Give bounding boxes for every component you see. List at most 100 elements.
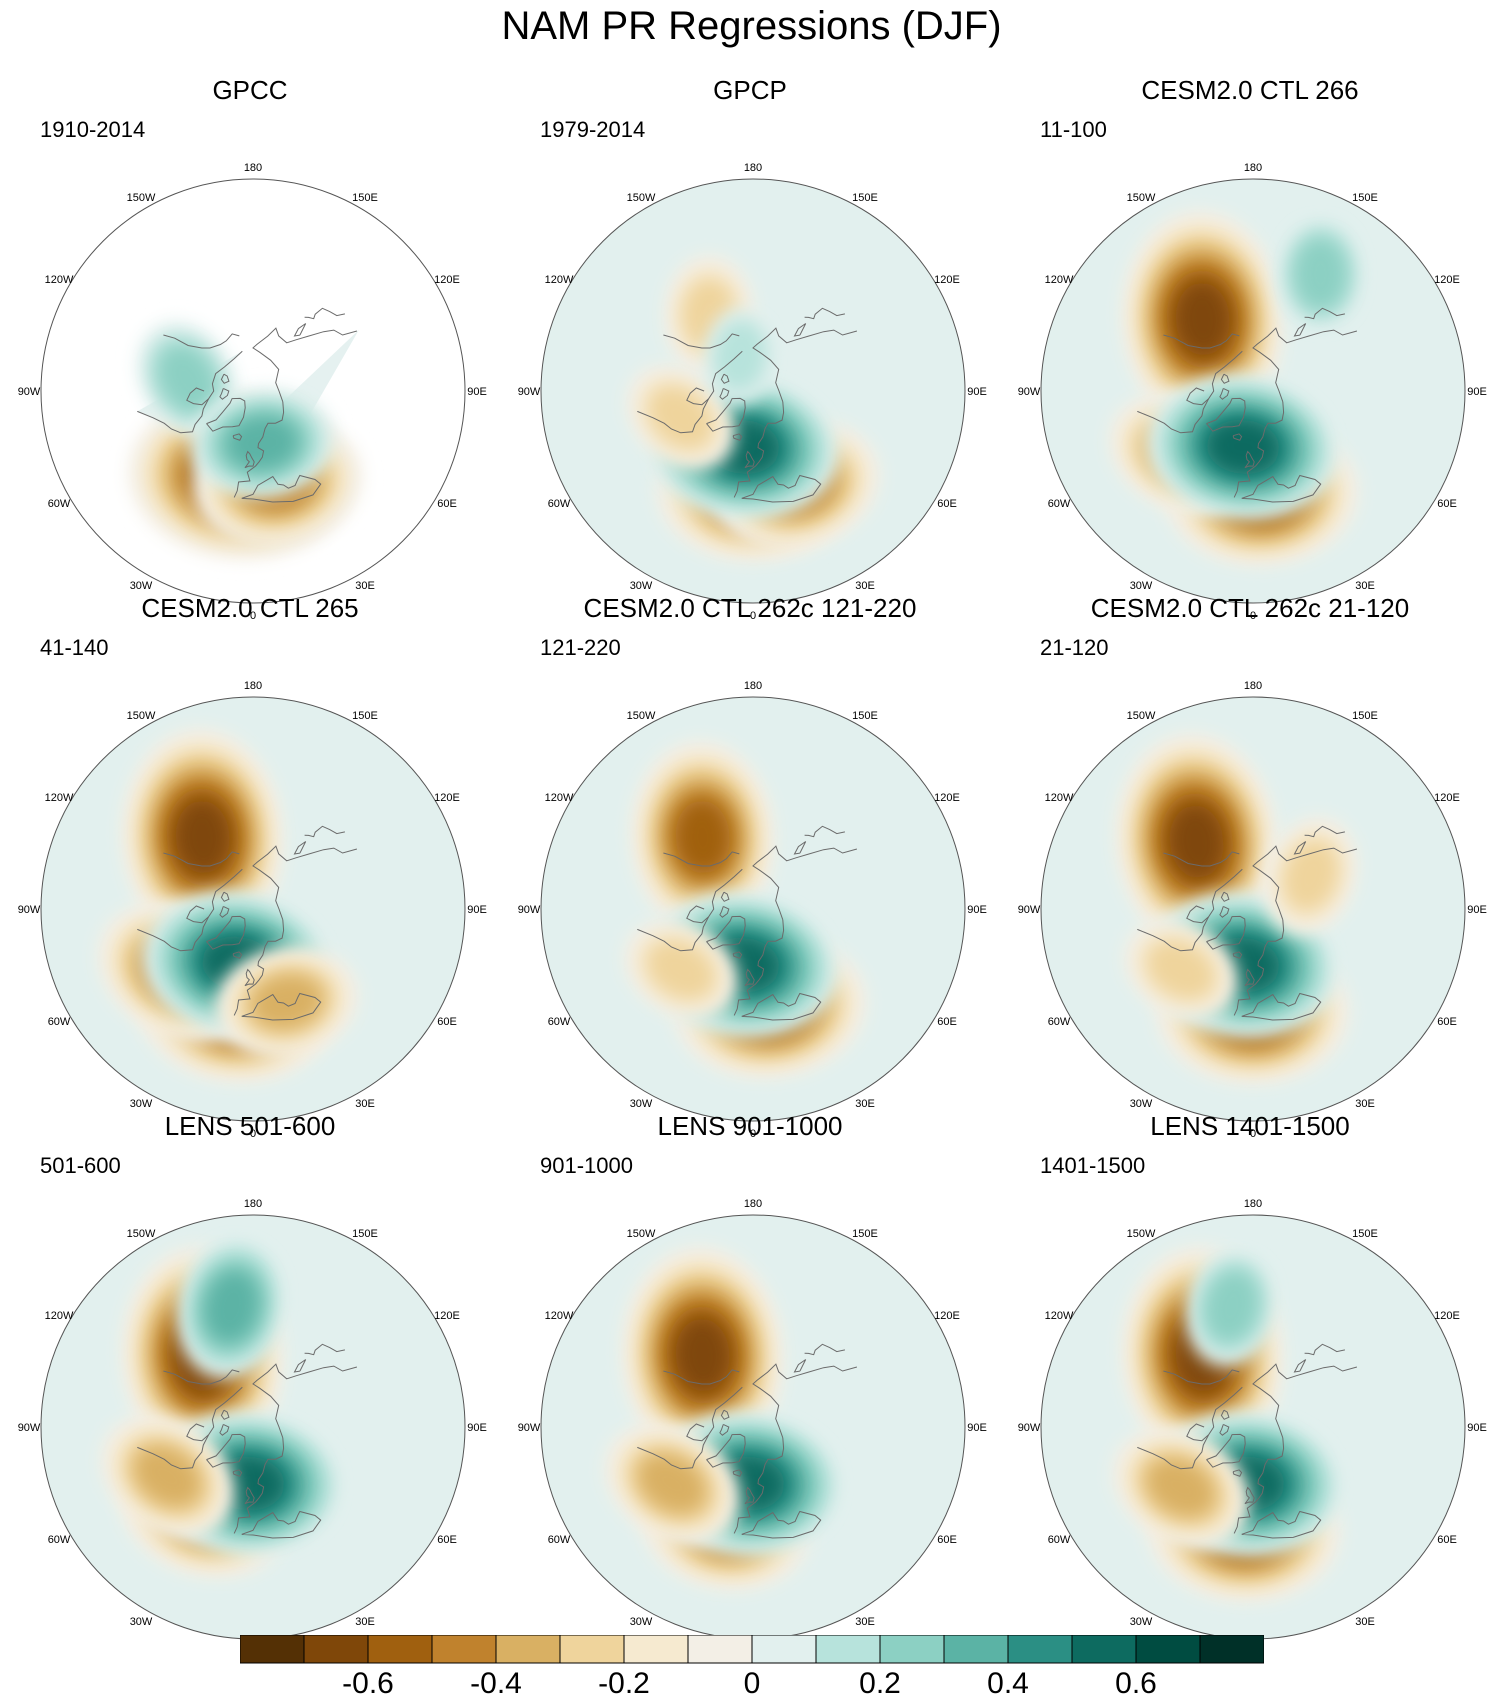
coastline	[720, 891, 730, 902]
colorbar-tick-label: -0.2	[598, 1667, 650, 1700]
anomaly-contour	[1175, 282, 1230, 356]
coastline	[733, 1437, 785, 1534]
longitude-label: 60W	[1048, 1534, 1071, 1546]
coastline	[732, 1469, 743, 1477]
longitude-label: 120W	[1045, 274, 1074, 286]
longitude-label: 90E	[1467, 1422, 1487, 1434]
coastline	[244, 1486, 255, 1505]
anomaly-contour	[1146, 940, 1216, 1000]
longitude-label: 60E	[437, 1534, 457, 1546]
longitude-label: 60W	[48, 1016, 71, 1028]
coastline	[1232, 433, 1243, 441]
longitude-label: 150E	[1352, 710, 1378, 722]
colorbar-box	[431, 1634, 497, 1664]
longitude-label: 150E	[352, 1228, 378, 1240]
map-border	[540, 696, 966, 1122]
coastline	[741, 992, 822, 1021]
longitude-label: 0	[1250, 610, 1256, 622]
panel-period: 1401-1500	[1040, 1153, 1146, 1178]
coastline	[1244, 968, 1255, 987]
coastline	[744, 1486, 755, 1505]
coastline	[241, 474, 322, 503]
colorbar-box	[879, 1634, 945, 1664]
coastline	[1163, 1369, 1240, 1385]
longitude-label: 30E	[355, 1616, 375, 1628]
coastline	[1244, 450, 1255, 469]
coastline	[804, 825, 846, 838]
coastline	[1220, 891, 1230, 902]
panel-title: CESM2.0 CTL 265	[141, 593, 359, 623]
anomaly-contour	[157, 345, 217, 414]
map-border	[540, 178, 966, 604]
coastline	[1241, 992, 1322, 1021]
longitude-label: 60W	[48, 498, 71, 510]
longitude-label: 60E	[1437, 1534, 1457, 1546]
longitude-label: 0	[250, 610, 256, 622]
longitude-label: 90W	[518, 1422, 541, 1434]
anomaly-contour	[1146, 1458, 1216, 1518]
map-panel: CESM2.0 CTL 265 41-140 180 150E 120E 90E 60E 30…	[0, 593, 500, 1140]
longitude-label: 30W	[130, 1098, 153, 1110]
anomaly-contour	[675, 1318, 730, 1392]
longitude-label: 180	[244, 680, 262, 692]
coastline	[1293, 323, 1307, 337]
coastline	[744, 450, 755, 469]
longitude-label: 60W	[48, 1534, 71, 1546]
longitude-label: 90W	[18, 386, 41, 398]
coastline	[1163, 851, 1240, 867]
anomaly-contour	[225, 415, 299, 471]
anomaly-contour	[675, 800, 730, 874]
coastline	[663, 851, 740, 867]
coastline	[244, 968, 255, 987]
coastline	[232, 433, 243, 441]
colorbar-box	[1135, 1634, 1201, 1664]
coastline	[252, 1363, 358, 1438]
longitude-label: 60E	[1437, 498, 1457, 510]
longitude-label: 30W	[630, 1098, 653, 1110]
coastline	[304, 307, 346, 320]
longitude-label: 90W	[18, 904, 41, 916]
longitude-label: 90E	[1467, 904, 1487, 916]
coastline	[1244, 1486, 1255, 1505]
coastline	[663, 333, 740, 349]
longitude-label: 150E	[852, 1228, 878, 1240]
longitude-label: 120E	[934, 274, 960, 286]
longitude-label: 90W	[18, 1422, 41, 1434]
map-panel: CESM2.0 CTL 266 11-100 180 150E 120E 90E 60E 30…	[1000, 75, 1500, 622]
coastline	[241, 1510, 322, 1539]
longitude-label: 120E	[1434, 792, 1460, 804]
panel-period: 21-120	[1040, 635, 1109, 660]
coastline	[220, 891, 230, 902]
longitude-label: 30E	[855, 1616, 875, 1628]
panel-title: CESM2.0 CTL 266	[1141, 75, 1359, 105]
longitude-label: 150W	[1127, 710, 1156, 722]
coastline	[232, 951, 243, 959]
coastline	[1219, 905, 1230, 918]
map-border	[1040, 696, 1466, 1122]
coastline	[793, 1359, 807, 1373]
longitude-label: 150W	[627, 1228, 656, 1240]
coastline	[1137, 398, 1210, 434]
coastline	[163, 333, 240, 349]
colorbar-tick-label: -0.6	[342, 1667, 394, 1700]
coastline	[233, 401, 285, 498]
longitude-label: 30W	[1130, 580, 1153, 592]
longitude-label: 90E	[467, 904, 487, 916]
panel-period: 901-1000	[540, 1153, 633, 1178]
longitude-label: 120W	[545, 274, 574, 286]
coastline	[232, 1469, 243, 1477]
coastline	[1163, 333, 1240, 349]
coastline	[741, 474, 822, 503]
longitude-label: 120E	[434, 792, 460, 804]
longitude-label: 180	[744, 162, 762, 174]
coastline	[706, 1433, 746, 1468]
colorbar-box	[1007, 1634, 1073, 1664]
longitude-label: 90E	[967, 904, 987, 916]
